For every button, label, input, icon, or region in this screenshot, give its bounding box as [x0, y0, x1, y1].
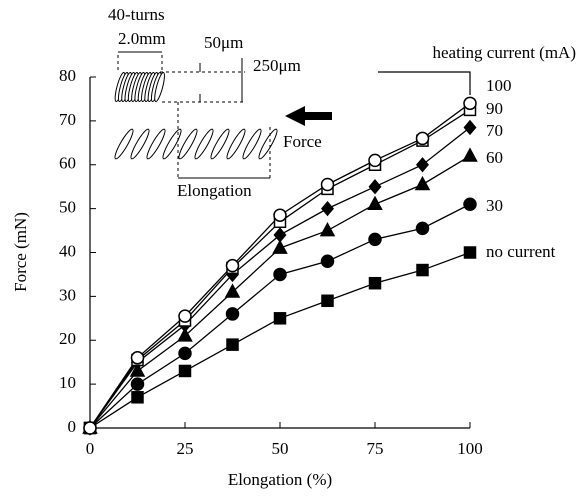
x-tick-label: 25: [177, 439, 194, 458]
point: [226, 338, 239, 351]
series-line: [89, 155, 471, 429]
point: [225, 258, 240, 273]
point: [130, 351, 145, 365]
coil-turn: [162, 128, 182, 160]
point: [273, 208, 287, 222]
point: [178, 309, 192, 323]
point: [319, 221, 336, 237]
y-tick-label: 0: [68, 417, 77, 436]
coil-turn: [194, 128, 214, 160]
legend-label: 70: [486, 121, 503, 140]
coil-turn: [114, 128, 134, 160]
annotation: Force: [283, 132, 322, 151]
x-tick-label: 50: [272, 439, 289, 458]
coil-turn: [146, 128, 166, 160]
point: [129, 362, 146, 377]
legend-bracket: [378, 71, 471, 95]
guide: [117, 55, 271, 178]
legend-title: heating current (mA): [433, 43, 577, 62]
point: [368, 276, 382, 290]
coil-turn: [154, 71, 165, 103]
coil-turn: [178, 128, 198, 160]
point: [463, 246, 477, 259]
point: [321, 294, 334, 308]
coil-diagram: [114, 51, 332, 179]
y-axis-title: Force (mN): [11, 212, 30, 292]
point: [463, 96, 477, 111]
x-tick-label: 100: [457, 439, 483, 458]
point: [273, 227, 287, 243]
x-tick-label: 0: [86, 439, 95, 458]
point: [462, 147, 478, 162]
coil-turn: [210, 128, 230, 160]
legend-label: 60: [486, 148, 503, 167]
point: [463, 119, 477, 136]
point: [225, 307, 240, 321]
point: [224, 283, 241, 298]
point: [368, 179, 382, 195]
point: [320, 177, 335, 192]
point: [131, 391, 144, 404]
legend-label: 90: [486, 99, 503, 118]
force-arrow: [285, 106, 332, 126]
point: [321, 200, 334, 217]
legend-label: 100: [486, 76, 512, 95]
point: [178, 364, 192, 378]
annotation: 2.0mm: [118, 29, 166, 48]
coil-turn: [258, 128, 278, 160]
point: [415, 221, 430, 236]
coil-turn: [130, 128, 150, 160]
y-tick-label: 50: [59, 198, 76, 217]
annotation: 50μm: [204, 33, 243, 52]
point: [416, 263, 429, 277]
y-tick-label: 70: [59, 110, 76, 129]
legend-label: 30: [486, 196, 503, 215]
y-tick-label: 40: [59, 241, 76, 260]
dimension: [118, 51, 270, 179]
point: [463, 197, 477, 211]
point: [414, 175, 431, 191]
point: [272, 239, 288, 254]
point: [368, 232, 382, 247]
y-tick-label: 60: [59, 154, 76, 173]
point: [416, 157, 429, 173]
point: [273, 267, 287, 282]
y-tick-label: 10: [59, 373, 76, 392]
point: [130, 377, 145, 391]
point: [273, 312, 287, 325]
coil-turn: [242, 128, 262, 160]
annotation: 40-turns: [108, 5, 165, 24]
annotation: Elongation: [177, 181, 252, 200]
point: [320, 254, 335, 269]
x-axis-title: Elongation (%): [228, 470, 332, 489]
legend-label: no current: [486, 242, 556, 261]
point: [177, 327, 193, 342]
y-tick-label: 30: [59, 285, 76, 304]
point: [367, 195, 383, 210]
series-line: [89, 102, 471, 429]
annotation: 250μm: [253, 56, 301, 75]
point: [415, 131, 430, 146]
point: [368, 153, 382, 168]
x-tick-label: 75: [367, 439, 384, 458]
coil-turn: [226, 128, 246, 160]
y-tick-label: 20: [59, 329, 76, 348]
point: [83, 421, 97, 435]
y-tick-label: 80: [59, 66, 76, 85]
point: [178, 346, 192, 361]
